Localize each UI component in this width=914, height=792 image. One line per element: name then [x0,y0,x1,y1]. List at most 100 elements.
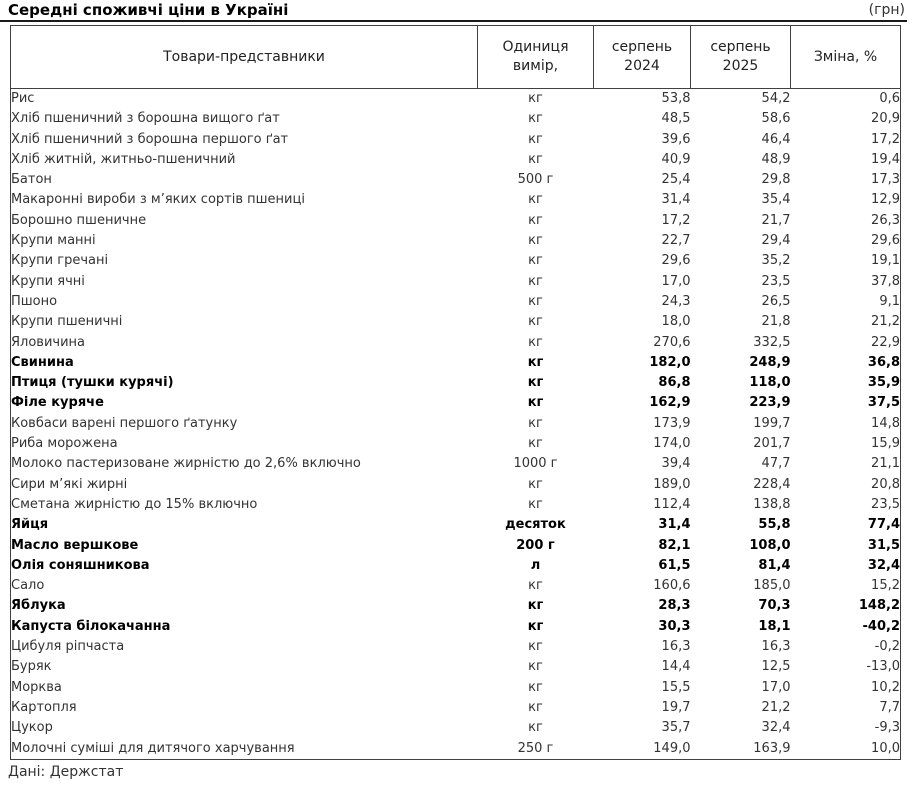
cell-product: Масло вершкове [11,537,139,553]
cell-aug2024: 86,8 [658,375,691,391]
cell-product: Макаронні вироби з м’яких сортів пшениці [11,192,305,208]
cell-product: Риба морожена [11,436,118,452]
cell-product: Буряк [11,659,52,675]
cell-unit: кг [528,314,543,330]
cell-unit: кг [528,233,543,249]
table-row: Хліб житній, житньо-пшеничний кг 40,9 48,9 1… [11,150,901,170]
cell-aug2024: 24,3 [661,293,691,309]
header-change-pct: Зміна, % [790,25,901,89]
cell-unit: кг [527,395,544,411]
prices-table: Товари-представники Одиниця вимір, серпе… [10,25,901,760]
cell-change: 7,7 [879,699,900,715]
cell-change: 148,2 [858,598,900,614]
cell-aug2025: 26,5 [761,293,791,309]
cell-aug2024: 40,9 [661,151,691,167]
cell-aug2024: 173,9 [653,415,691,431]
cell-product: Олія соняшникова [11,557,150,573]
table-row: Філе куряче кг 162,9 223,9 37,5 [11,393,901,413]
cell-aug2024: 17,2 [661,212,691,228]
cell-unit: кг [528,151,543,167]
table-row: Крупи гречані кг 29,6 35,2 19,1 [11,251,901,271]
cell-aug2025: 32,4 [761,720,791,736]
cell-aug2025: 23,5 [761,273,791,289]
cell-change: 9,1 [879,293,900,309]
cell-aug2025: 332,5 [753,334,791,350]
cell-aug2025: 118,0 [749,375,791,391]
cell-product: Яйця [11,517,49,533]
table-row: Картопля кг 19,7 21,2 7,7 [11,698,901,718]
cell-change: -13,0 [866,659,900,675]
cell-product: Ковбаси варені першого ґатунку [11,415,238,431]
cell-aug2025: 81,4 [758,557,791,573]
cell-unit: кг [528,639,543,655]
cell-product: Картопля [11,699,77,715]
source-note: Дані: Держстат [8,763,124,780]
cell-unit: кг [528,436,543,452]
cell-aug2024: 61,5 [658,557,691,573]
cell-aug2025: 228,4 [753,476,791,492]
cell-aug2025: 163,9 [753,740,791,756]
cell-change: 36,8 [867,354,900,370]
cell-change: 29,6 [871,233,900,249]
cell-unit: десяток [505,517,566,533]
cell-change: 10,2 [871,679,900,695]
cell-aug2025: 248,9 [749,354,791,370]
cell-aug2024: 22,7 [661,233,691,249]
cell-unit: кг [528,131,543,147]
header-aug-2024: серпень 2024 [593,25,691,89]
cell-change: 21,2 [871,314,900,330]
table-row: Пшоно кг 24,3 26,5 9,1 [11,292,901,312]
cell-aug2024: 35,7 [661,720,691,736]
cell-aug2024: 270,6 [653,334,691,350]
cell-aug2024: 30,3 [658,618,691,634]
cell-product: Хліб пшеничний з борошна вищого ґат [11,111,280,127]
cell-aug2025: 46,4 [761,131,791,147]
cell-change: 17,2 [871,131,900,147]
cell-product: Хліб пшеничний з борошна першого ґат [11,131,289,147]
table-row: Хліб пшеничний з борошна першого ґат кг 39… [11,130,901,150]
cell-unit: кг [527,618,544,634]
table-row: Яблука кг 28,3 70,3 148,2 [11,596,901,616]
cell-change: 15,9 [871,436,900,452]
table-row: Крупи манні кг 22,7 29,4 29,6 [11,231,901,251]
cell-aug2025: 47,7 [761,456,791,472]
cell-change: 0,6 [879,91,900,106]
table-row: Молоко пастеризоване жирністю до 2,6% вк… [11,454,901,474]
cell-change: -0,2 [874,639,900,655]
cell-product: Цукор [11,720,53,736]
cell-change: 31,5 [867,537,900,553]
cell-unit: кг [528,334,543,350]
cell-change: -40,2 [862,618,900,634]
cell-unit: кг [528,659,543,675]
cell-product: Сало [11,578,45,594]
cell-aug2025: 199,7 [753,415,791,431]
cell-unit: 1000 г [513,456,558,472]
table-row: Хліб пшеничний з борошна вищого ґат кг 48,… [11,109,901,129]
cell-aug2024: 162,9 [649,395,691,411]
cell-aug2024: 29,6 [661,253,691,269]
cell-change: 32,4 [867,557,900,573]
cell-aug2025: 21,2 [761,699,791,715]
cell-unit: 500 г [517,172,554,188]
cell-unit: 200 г [516,537,555,553]
cell-change: 35,9 [867,375,900,391]
cell-unit: кг [527,375,544,391]
cell-aug2025: 35,2 [761,253,791,269]
cell-unit: кг [528,293,543,309]
cell-unit: кг [528,253,543,269]
cell-aug2024: 48,5 [661,111,691,127]
cell-change: 10,0 [871,740,900,756]
table-row: Свинина кг 182,0 248,9 36,8 [11,353,901,373]
cell-aug2024: 28,3 [658,598,691,614]
cell-aug2024: 25,4 [661,172,691,188]
cell-unit: кг [528,111,543,127]
cell-product: Сири м’які жирні [11,476,128,492]
cell-product: Молочні суміші для дитячого харчування [11,740,295,756]
table-row: Риба морожена кг 174,0 201,7 15,9 [11,434,901,454]
cell-aug2025: 58,6 [761,111,791,127]
table-body: Рис кг 53,8 54,2 0,6 Хліб пшеничний з борошна… [11,89,901,760]
cell-aug2024: 149,0 [653,740,691,756]
table-row: Яловичина кг 270,6 332,5 22,9 [11,333,901,353]
header-product: Товари-представники [10,25,478,89]
cell-product: Капуста білокачанна [11,618,171,634]
